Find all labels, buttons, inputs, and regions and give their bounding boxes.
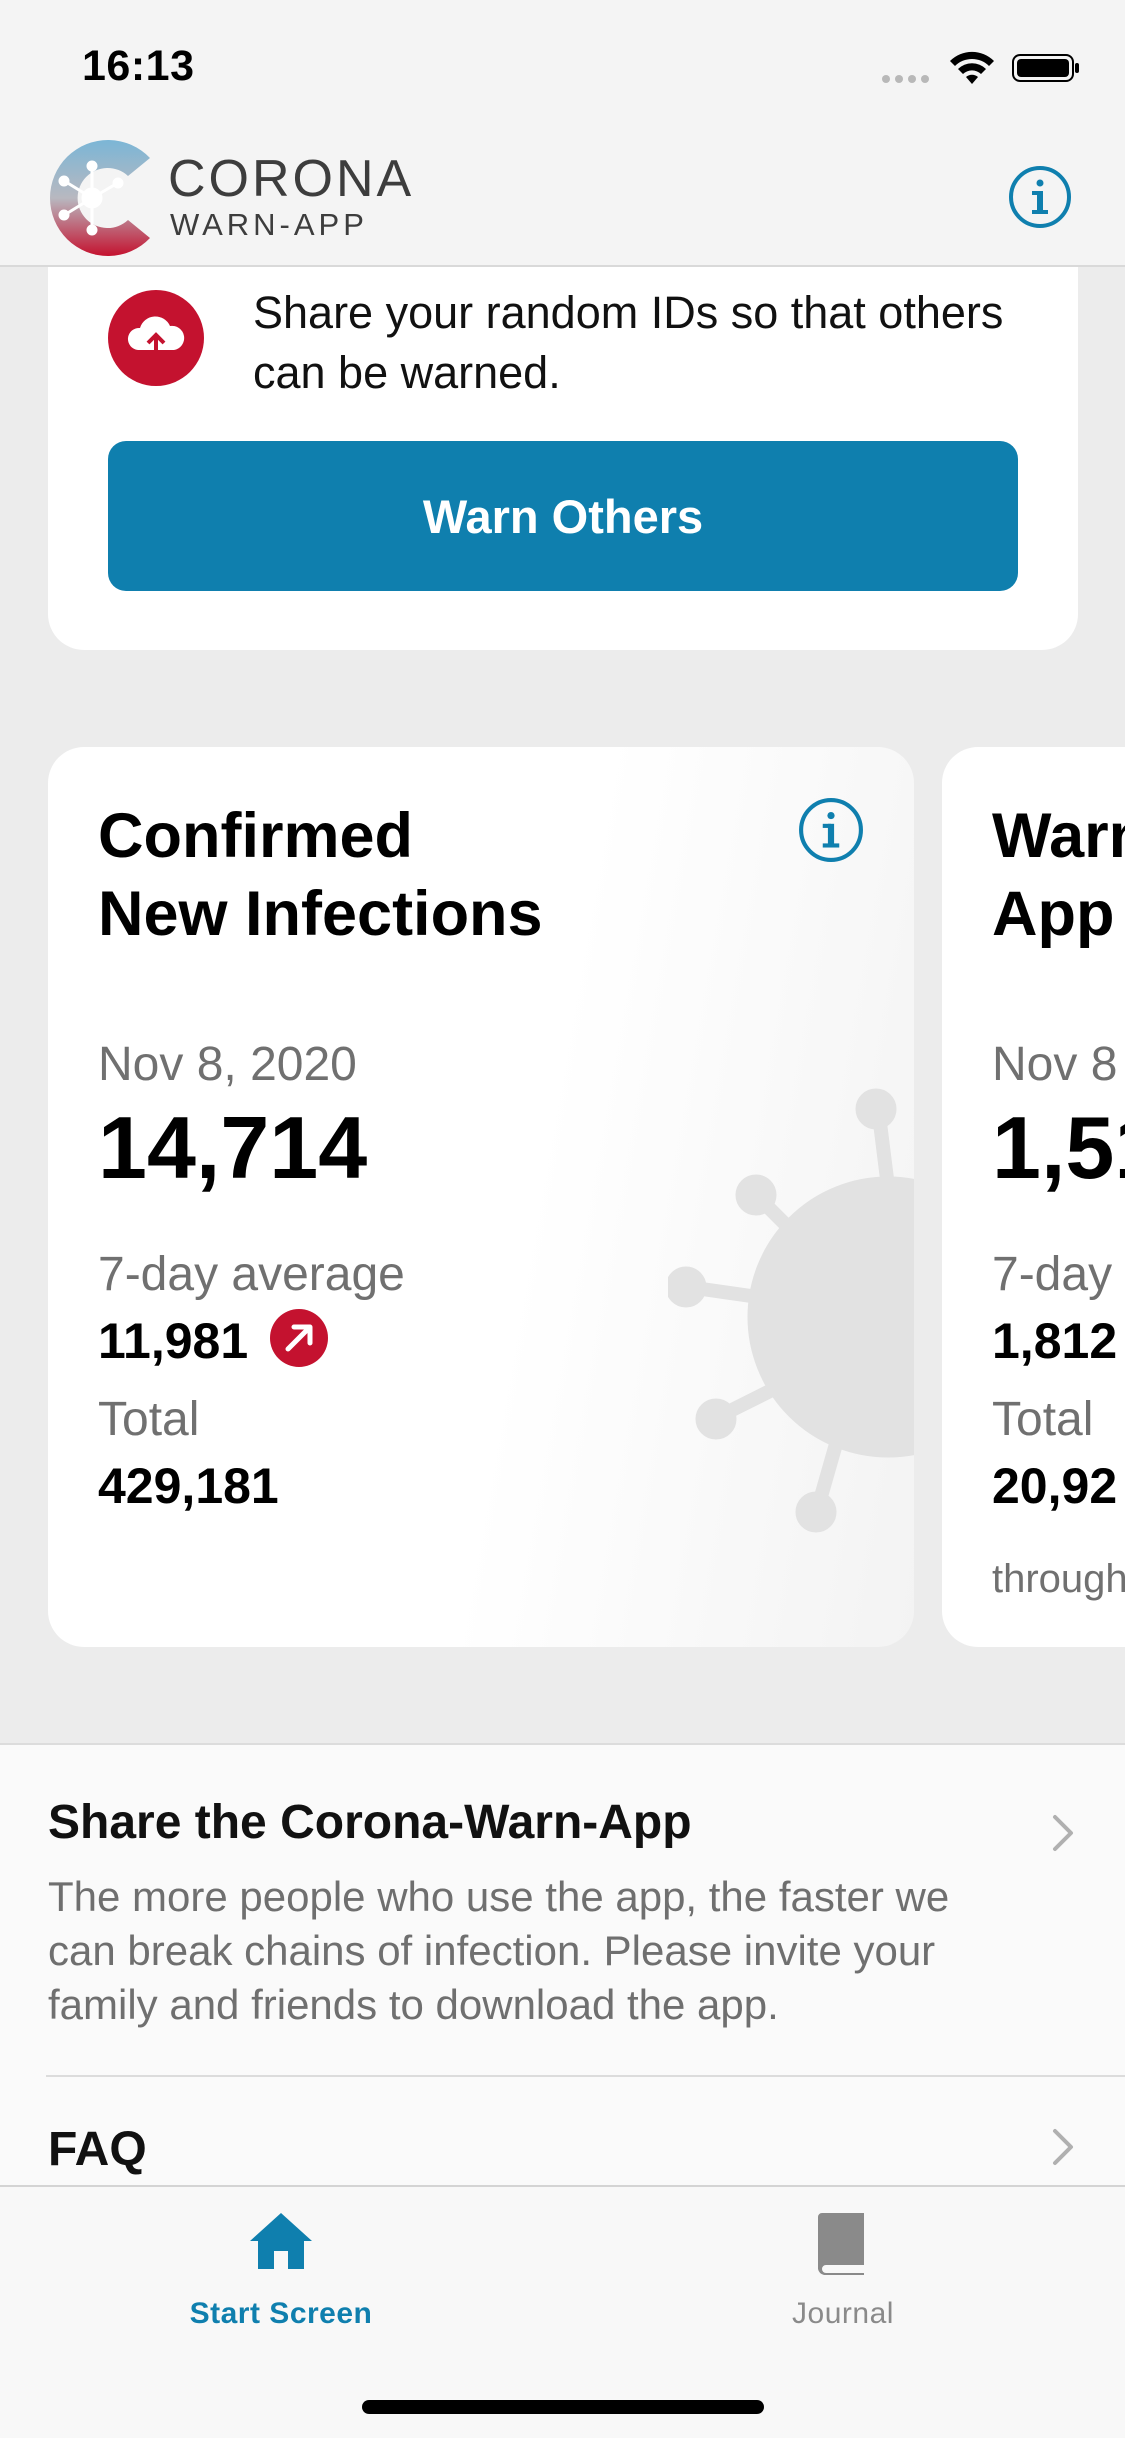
warn-others-button[interactable]: Warn Others [108,441,1018,591]
status-bar: 16:13 [0,0,1125,135]
stat-title-line2: App [992,879,1115,949]
stat-card-infections: Confirmed New Infections Nov 8, 2020 14,… [48,747,914,1647]
stat-total-label: Total [992,1393,1094,1446]
warn-others-card: Share your random IDs so that others can… [48,265,1078,650]
tab-start-screen[interactable]: Start Screen [0,2187,562,2337]
signal-icon [882,75,932,85]
journal-icon [818,2213,864,2275]
battery-icon [1012,54,1079,82]
stat-title-line1: Warn [992,801,1125,871]
list-item-description: The more people who use the app, the fas… [48,1873,950,2028]
stat-date: Nov 8 [992,1038,1118,1091]
wifi-icon [950,51,994,84]
app-header: CORONA WARN-APP [0,135,1125,267]
logo-subtitle: WARN-APP [170,207,368,242]
tab-bar: Start Screen Journal [0,2185,1125,2438]
stat-total-value: 429,181 [98,1458,279,1514]
chevron-right-icon [1053,2129,1073,2165]
stat-card-warnings: Warn App Nov 8 1,51 7-day 1,812 Total 20… [942,747,1125,1647]
tab-journal[interactable]: Journal [562,2187,1124,2337]
list-item-title: FAQ [48,2123,147,2176]
stat-value: 14,714 [98,1098,368,1197]
stat-value: 1,51 [992,1098,1125,1197]
logo-title: CORONA [168,150,415,208]
trend-up-icon [270,1309,328,1367]
stat-date: Nov 8, 2020 [98,1038,357,1091]
status-time: 16:13 [82,42,195,90]
divider [46,2075,1125,2077]
warn-others-description: Share your random IDs so that others can… [253,287,1004,398]
stat-title: Warn App [992,797,1125,953]
stat-title: Confirmed New Infections [98,797,543,953]
stat-total-label: Total [98,1393,200,1446]
home-indicator[interactable] [362,2400,764,2414]
list-item-share-app[interactable]: Share the Corona-Warn-App The more peopl… [0,1745,1125,2077]
tab-label: Journal [792,2297,894,2330]
stat-average-label: 7-day average [98,1248,405,1301]
stat-title-line1: Confirmed [98,801,413,871]
stat-footnote: through [992,1557,1125,1601]
home-scroll-content[interactable]: Share your random IDs so that others can… [0,265,1125,2185]
list-item-faq[interactable]: FAQ [0,2077,1125,2185]
list-item-title: Share the Corona-Warn-App [48,1796,692,1849]
corona-warn-app-logo [50,140,150,256]
cloud-upload-icon [108,290,204,386]
info-icon[interactable] [798,797,864,863]
stat-total-value: 20,92 [992,1458,1118,1514]
tab-label: Start Screen [189,2297,373,2330]
virus-icon [668,1088,914,1533]
stat-average-value: 1,812 [992,1313,1118,1369]
stat-average-value: 11,981 [98,1313,249,1369]
more-info-list: Share the Corona-Warn-App The more peopl… [0,1743,1125,2185]
chevron-right-icon [1053,1815,1073,1851]
stat-average-label: 7-day [992,1248,1113,1301]
stat-title-line2: New Infections [98,879,543,949]
home-icon [250,2213,312,2269]
info-icon[interactable] [1008,165,1072,229]
